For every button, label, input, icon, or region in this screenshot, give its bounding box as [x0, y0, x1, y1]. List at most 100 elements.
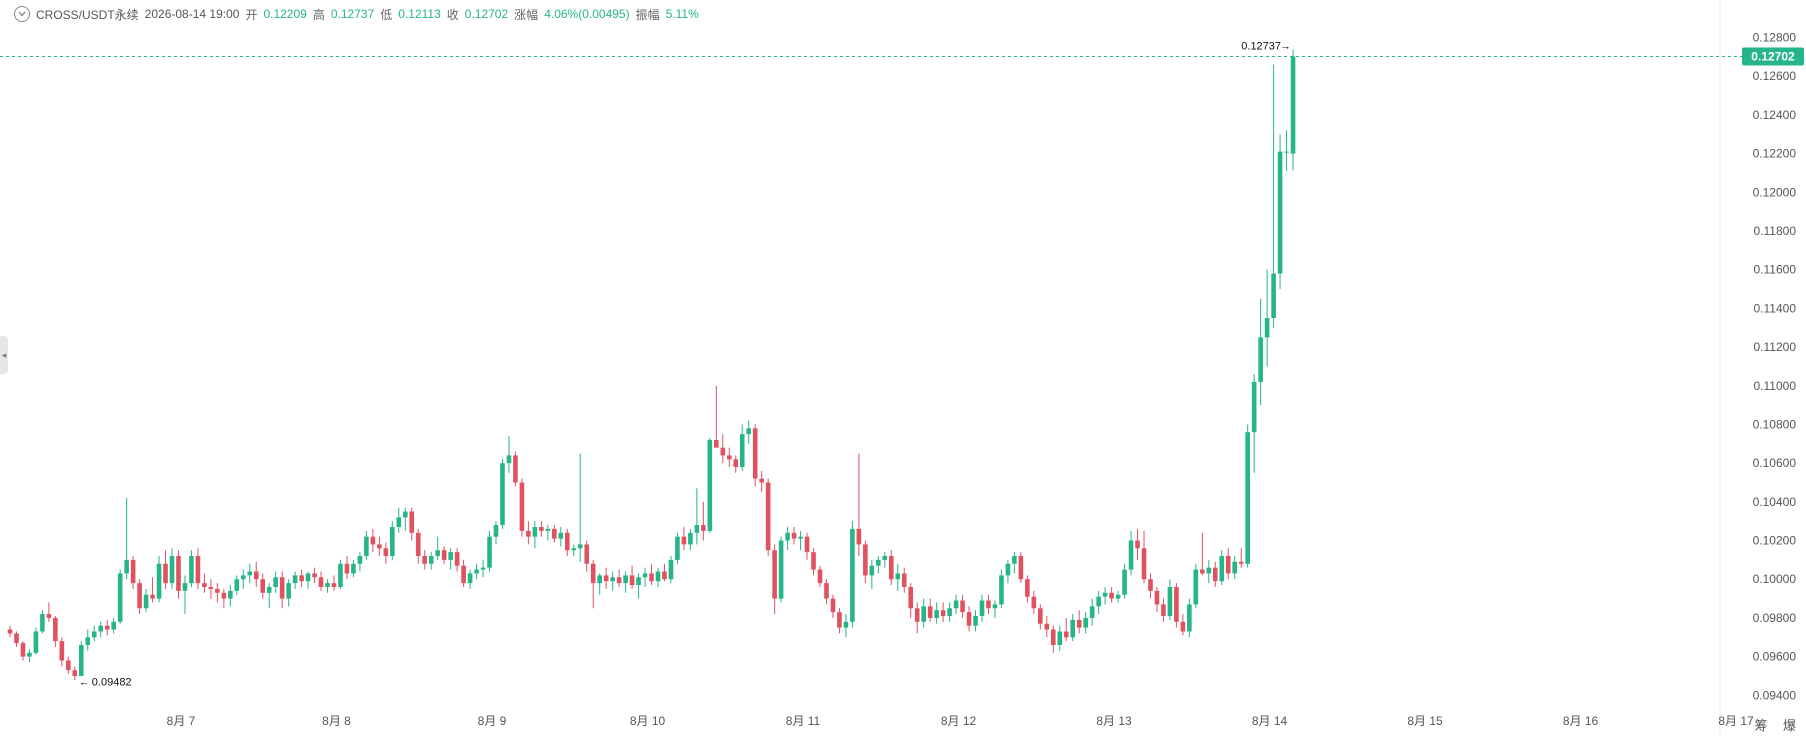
candle-body: [331, 583, 337, 587]
candle-body: [746, 428, 752, 435]
side-panel-toggle[interactable]: ◂: [0, 336, 8, 374]
y-tick-label: 0.12800: [1753, 30, 1797, 44]
right-arrow-icon: →: [1280, 41, 1291, 53]
candle-body: [1083, 617, 1088, 628]
candle-body: [1290, 56, 1296, 154]
y-tick-label: 0.11200: [1754, 340, 1797, 354]
candle-body: [649, 573, 654, 582]
candle-body: [603, 575, 609, 582]
candle-body: [733, 459, 739, 468]
bottom-right-tools[interactable]: 筹 爆: [1754, 718, 1802, 733]
candle-body: [616, 577, 622, 584]
candle-body: [104, 625, 110, 630]
candle-body: [830, 598, 836, 613]
candle-body: [636, 577, 641, 586]
y-tick-label: 0.11400: [1754, 301, 1797, 315]
left-arrow-icon: ←: [79, 676, 90, 688]
candle-body: [655, 571, 661, 582]
candle-body: [714, 439, 719, 448]
change-label: 涨幅: [514, 7, 539, 22]
candle-body: [1154, 590, 1160, 605]
candles-layer: [7, 49, 1296, 680]
x-tick-label: 8月 12: [941, 714, 977, 728]
candle-body: [629, 575, 635, 586]
candle-body: [130, 559, 136, 584]
candle-body: [66, 660, 71, 671]
candle-body: [156, 563, 162, 599]
candle-body: [1212, 567, 1218, 582]
candle-body: [1161, 604, 1166, 616]
low-value: 0.12113: [398, 7, 441, 21]
price-axis[interactable]: 0.12800 0.12600 0.12400 0.12200 0.12000 0.118…: [1753, 30, 1797, 702]
candle-body: [143, 594, 149, 609]
x-tick-label: 8月 9: [478, 714, 507, 728]
x-tick-label: 8月 11: [786, 714, 821, 728]
candle-body: [1174, 586, 1179, 622]
candle-body: [1050, 629, 1056, 646]
candle-body: [1115, 594, 1121, 599]
y-tick-label: 0.10200: [1753, 534, 1797, 548]
x-tick-label: 8月 17: [1718, 714, 1754, 728]
candle-body: [91, 631, 97, 638]
y-tick-label: 0.10000: [1753, 572, 1797, 586]
candle-body: [804, 536, 810, 553]
candle-body: [234, 579, 240, 591]
candle-body: [564, 532, 570, 551]
high-value: 0.12737: [330, 7, 375, 21]
candle-body: [487, 536, 492, 568]
candle-body: [1271, 273, 1276, 319]
candle-body: [208, 586, 214, 589]
candle-body: [688, 532, 693, 545]
ohlc-info-bar: CROSS/USDT永续 2026-08-14 19:00 开 0.12209 高…: [14, 4, 705, 24]
candle-body: [182, 583, 188, 591]
candle-body: [597, 575, 602, 584]
y-tick-label: 0.12000: [1753, 185, 1797, 199]
candle-body: [221, 592, 227, 599]
candle-body: [1206, 567, 1212, 574]
candle-body: [914, 608, 920, 622]
low-marker-label: 0.09482: [92, 676, 132, 688]
current-price-tag: [1742, 47, 1804, 66]
chevron-down-icon[interactable]: [14, 6, 30, 22]
candle-body: [681, 536, 687, 545]
candle-body: [526, 530, 531, 537]
candle-body: [850, 528, 855, 622]
candle-body: [577, 544, 583, 549]
candle-body: [448, 552, 453, 560]
time-axis[interactable]: 8月 7 8月 8 8月 9 8月 10 8月 11 8月 12 8月 13 8月 14 8月 …: [167, 714, 1754, 728]
candle-body: [545, 528, 551, 531]
high-label: 高: [312, 7, 325, 22]
candle-body: [292, 575, 298, 584]
candle-body: [778, 540, 784, 599]
candle-body: [863, 544, 868, 576]
candle-body: [286, 583, 291, 599]
candle-body: [163, 563, 168, 584]
candle-body: [701, 525, 706, 531]
candle-body: [610, 577, 615, 582]
candle-body: [1044, 623, 1050, 630]
candle-body: [986, 600, 991, 609]
candle-body: [454, 552, 460, 566]
candle-body: [377, 544, 382, 549]
candle-body: [947, 608, 952, 616]
candle-body: [1245, 432, 1250, 564]
candle-body: [817, 569, 823, 584]
x-tick-label: 8月 13: [1096, 714, 1132, 728]
close-value: 0.12702: [464, 7, 509, 21]
candle-body: [189, 556, 194, 584]
candle-body: [882, 556, 888, 560]
candle-body: [1225, 556, 1231, 574]
candle-body: [999, 575, 1004, 605]
candle-body: [927, 606, 933, 618]
candle-body: [1018, 556, 1024, 580]
candle-body: [1038, 608, 1043, 624]
candle-body: [428, 556, 434, 564]
candle-body: [921, 606, 926, 622]
candle-body: [1025, 579, 1030, 597]
candle-body: [895, 573, 901, 580]
candle-body: [1180, 621, 1186, 632]
candle-body: [390, 526, 395, 557]
candle-body: [357, 556, 363, 564]
candle-body: [7, 629, 13, 634]
